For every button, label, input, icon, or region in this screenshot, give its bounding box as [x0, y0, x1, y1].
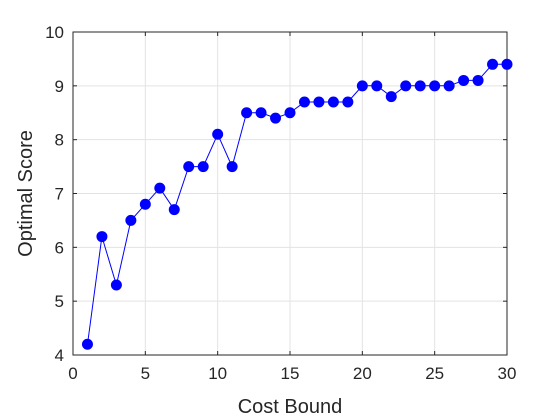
- data-point: [487, 58, 499, 70]
- data-point: [81, 338, 93, 350]
- data-point: [168, 204, 180, 216]
- y-tick-label: 5: [55, 292, 64, 311]
- data-point: [183, 161, 195, 173]
- y-tick-label: 7: [55, 185, 64, 204]
- y-tick-label: 4: [55, 346, 64, 365]
- data-point: [501, 58, 513, 70]
- data-point: [356, 80, 368, 92]
- grid-lines: [72, 31, 508, 356]
- data-point: [241, 107, 253, 119]
- data-point: [255, 107, 267, 119]
- y-tick-label: 10: [45, 23, 64, 42]
- data-point: [96, 231, 108, 243]
- y-axis-label: Optimal Score: [15, 130, 37, 257]
- x-tick-label: 20: [353, 364, 372, 383]
- data-point: [139, 198, 151, 210]
- axis-ticks: 0 5 10 15 20 25 30 4 5 6 7 8 9 10: [45, 23, 516, 383]
- data-point: [385, 91, 397, 103]
- x-axis-label: Cost Bound: [238, 396, 343, 418]
- x-tick-label: 30: [498, 364, 517, 383]
- data-point: [472, 74, 484, 86]
- data-point: [327, 96, 339, 108]
- data-point: [342, 96, 354, 108]
- data-point: [212, 128, 224, 140]
- data-point: [400, 80, 412, 92]
- data-point: [443, 80, 455, 92]
- y-tick-label: 8: [55, 131, 64, 150]
- data-point: [226, 161, 238, 173]
- y-tick-label: 6: [55, 238, 64, 257]
- data-point: [284, 107, 296, 119]
- x-tick-label: 15: [281, 364, 300, 383]
- series-layer: [81, 58, 513, 350]
- data-point: [270, 112, 282, 124]
- x-tick-label: 25: [425, 364, 444, 383]
- data-point: [110, 279, 122, 291]
- x-tick-label: 5: [141, 364, 150, 383]
- x-tick-label: 0: [68, 364, 77, 383]
- data-point: [313, 96, 325, 108]
- data-point: [154, 182, 166, 194]
- data-point: [371, 80, 383, 92]
- data-point: [414, 80, 426, 92]
- data-point: [197, 161, 209, 173]
- data-point: [429, 80, 441, 92]
- data-point: [298, 96, 310, 108]
- data-point: [125, 214, 137, 226]
- x-tick-label: 10: [208, 364, 227, 383]
- y-tick-label: 9: [55, 77, 64, 96]
- data-point: [458, 74, 470, 86]
